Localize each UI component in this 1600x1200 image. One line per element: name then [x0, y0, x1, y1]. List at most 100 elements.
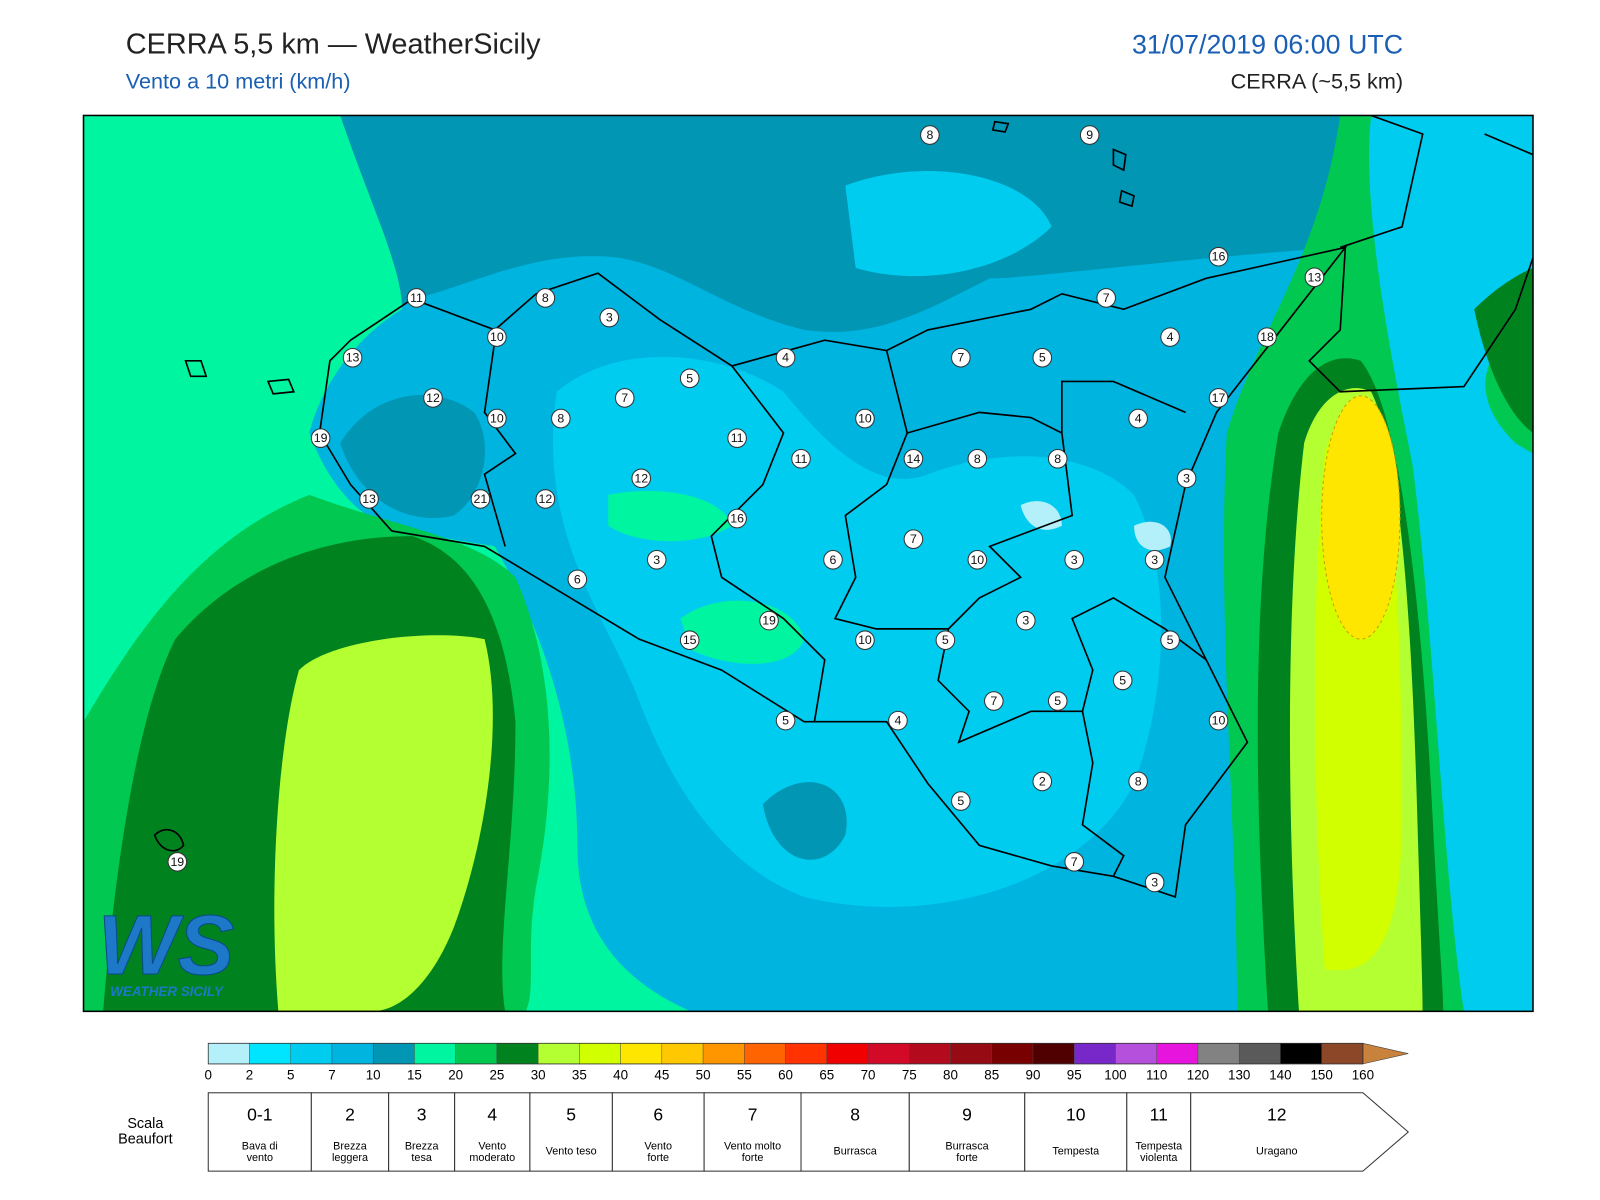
beaufort-desc: Burrasca	[834, 1146, 878, 1158]
colorbar-swatch	[414, 1043, 456, 1065]
colorbar-tick-label: 25	[489, 1067, 504, 1082]
colorbar-swatch	[249, 1043, 291, 1065]
beaufort-desc: leggera	[332, 1152, 369, 1164]
station: 5	[1160, 630, 1180, 650]
station: 19	[759, 610, 779, 631]
station: 13	[342, 347, 363, 368]
station-value: 5	[942, 633, 949, 647]
station-marker	[342, 347, 363, 368]
station: 5	[679, 368, 700, 389]
station-marker	[727, 428, 747, 448]
beaufort-desc: Brezza	[405, 1140, 440, 1152]
beaufort-cell	[310, 1092, 390, 1172]
colorbar-tick-label: 10	[366, 1067, 381, 1082]
colorbar-swatch	[1197, 1043, 1240, 1065]
station: 3	[646, 549, 667, 570]
station-value: 3	[1151, 553, 1158, 567]
beaufort-desc: Uragano	[1256, 1146, 1297, 1158]
station-marker	[951, 791, 971, 811]
station-value: 18	[1260, 330, 1274, 344]
station-marker	[823, 549, 843, 570]
station-value: 10	[858, 633, 872, 647]
beaufort-desc: forte	[742, 1152, 764, 1164]
station-value: 10	[970, 553, 984, 567]
station-value: 6	[574, 572, 581, 586]
station-value: 13	[346, 351, 360, 365]
colorbar-tick-label: 30	[531, 1067, 546, 1082]
station: 7	[1064, 852, 1085, 872]
station: 6	[567, 569, 588, 590]
beaufort-desc: forte	[647, 1152, 669, 1164]
station: 12	[423, 388, 443, 408]
station: 11	[727, 428, 747, 448]
colorbar-tick-label: 60	[778, 1067, 793, 1082]
station: 7	[1096, 288, 1116, 308]
colorbar-swatch	[867, 1043, 910, 1065]
colorbar-extend	[1362, 1042, 1409, 1065]
station-marker	[1032, 347, 1053, 368]
station-value: 12	[426, 391, 440, 405]
station: 10	[487, 327, 507, 347]
logo-text: WEATHER SICILY	[110, 984, 224, 999]
station-marker	[167, 852, 188, 872]
station-value: 5	[1119, 673, 1126, 687]
station: 5	[1112, 670, 1133, 691]
coastline	[153, 115, 1533, 899]
beaufort-cell	[1024, 1092, 1128, 1172]
colorbar-tick-label: 45	[654, 1067, 669, 1082]
station-marker	[855, 408, 875, 429]
colorbar-tick-label: 75	[902, 1067, 917, 1082]
beaufort-force: 7	[748, 1105, 758, 1125]
beaufort-desc: Tempesta	[1135, 1140, 1183, 1152]
station: 4	[1128, 408, 1148, 429]
colorbar-tick-label: 150	[1310, 1067, 1332, 1082]
station-marker	[1304, 267, 1325, 288]
station-value: 4	[1167, 330, 1174, 344]
station: 5	[935, 630, 956, 650]
station-marker	[1160, 630, 1180, 650]
station-value: 13	[362, 492, 376, 506]
beaufort-desc: Vento	[478, 1140, 506, 1152]
station-value: 17	[1212, 391, 1226, 405]
colorbar-tick-label: 5	[287, 1067, 294, 1082]
beaufort-cell	[529, 1092, 613, 1172]
colorbar-swatch	[1115, 1043, 1157, 1065]
beaufort-force: 12	[1267, 1105, 1286, 1125]
colorbar-swatch	[1238, 1043, 1281, 1065]
colorbar: 0 2 5 7 10 15 20 25 30 35 40 45 50 55 60 65 70 75 80 85 90 95…	[205, 1042, 1409, 1082]
station-value: 14	[907, 452, 921, 466]
station-marker	[1128, 408, 1148, 429]
station-marker	[1257, 327, 1277, 347]
station-value: 15	[683, 633, 697, 647]
station-marker	[903, 529, 924, 549]
station-marker	[359, 489, 379, 509]
station-value: 10	[1212, 714, 1226, 728]
station-marker	[967, 549, 988, 570]
beaufort-label-line: Scala	[127, 1116, 164, 1132]
station-marker	[1064, 549, 1085, 570]
beaufort-force: 4	[487, 1105, 497, 1125]
station: 7	[614, 388, 635, 408]
station-marker	[614, 388, 635, 408]
station-value: 21	[474, 492, 488, 506]
station-marker	[1015, 610, 1036, 631]
colorbar-swatch	[950, 1043, 992, 1065]
station: 19	[167, 852, 188, 872]
colorbar-swatch	[537, 1043, 580, 1065]
station-marker	[1144, 549, 1165, 570]
beaufort-cell	[454, 1092, 531, 1172]
station: 10	[1208, 710, 1229, 731]
colorbar-tick-label: 0	[205, 1067, 212, 1082]
station-value: 5	[782, 714, 789, 728]
colorbar-tick-label: 55	[737, 1067, 752, 1082]
beaufort-cell	[1126, 1092, 1192, 1172]
station-value: 11	[410, 291, 423, 305]
station-value: 3	[1022, 614, 1029, 628]
colorbar-swatch	[744, 1043, 786, 1065]
colorbar-tick-label: 80	[943, 1067, 958, 1082]
beaufort-force: 11	[1150, 1105, 1168, 1125]
station-value: 5	[1054, 694, 1061, 708]
station: 2	[1032, 771, 1053, 792]
colorbar-tick-label: 70	[861, 1067, 876, 1082]
station: 3	[1064, 549, 1085, 570]
